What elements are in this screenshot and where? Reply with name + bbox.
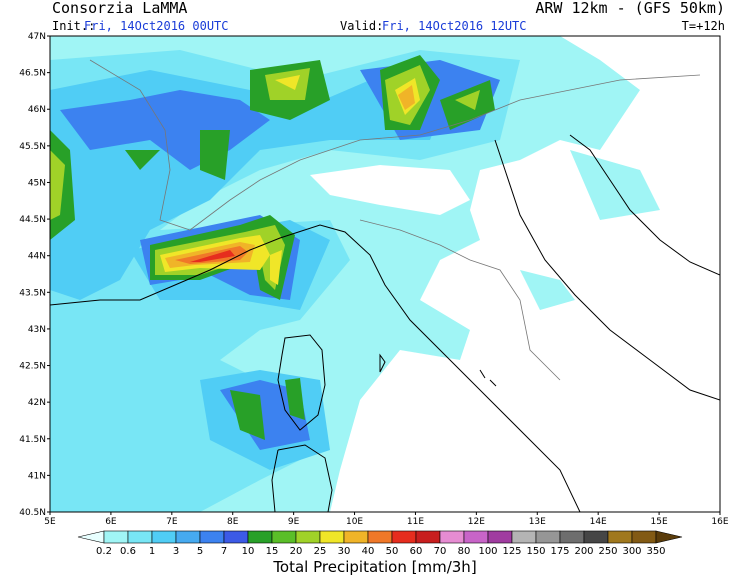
lat-label: 46N [28, 105, 46, 115]
latitude-labels: 47N 46.5N 46N 45.5N 45N 44.5N 44N 43.5N 43N 42.5N… [19, 32, 50, 518]
map [50, 36, 720, 512]
lon-label: 7E [166, 517, 178, 527]
colorbar-label: 15 [266, 546, 279, 557]
colorbar-box [631, 530, 657, 544]
title: Consorzia LaMMA [52, 0, 187, 17]
lat-label: 40.5N [19, 508, 46, 518]
colorbar-box [367, 530, 393, 544]
colorbar-box [295, 530, 321, 544]
colorbar-label: 0.6 [120, 546, 136, 557]
colorbar-box [583, 530, 609, 544]
colorbar-box [103, 530, 129, 544]
colorbar-arrow-high [655, 530, 683, 544]
lat-label: 45N [28, 178, 46, 188]
colorbar-label: 10 [242, 546, 255, 557]
colorbar-label: 175 [550, 546, 569, 557]
colorbar-box [487, 530, 513, 544]
header: Consorzia LaMMA ARW 12km - (GFS 50km) In… [52, 0, 725, 33]
colorbar-label: 20 [290, 546, 303, 557]
lat-label: 42N [28, 398, 46, 408]
colorbar-arrow-low [77, 530, 105, 544]
lat-label: 41N [28, 471, 46, 481]
lat-label: 43.5N [19, 288, 46, 298]
colorbar-box [175, 530, 201, 544]
colorbar-label: 150 [526, 546, 545, 557]
map-frame [49, 35, 721, 513]
colorbar-box [151, 530, 177, 544]
model: ARW 12km - (GFS 50km) [535, 0, 725, 17]
colorbar-label: 300 [622, 546, 641, 557]
colorbar-box [319, 530, 345, 544]
lat-label: 44N [28, 252, 46, 262]
lon-label: 14E [590, 517, 607, 527]
lon-label: 12E [468, 517, 485, 527]
colorbar-label: 200 [574, 546, 593, 557]
lat-label: 43N [28, 325, 46, 335]
lat-label: 44.5N [19, 215, 46, 225]
colorbar-box [535, 530, 561, 544]
colorbar-box [271, 530, 297, 544]
lon-label: 9E [288, 517, 300, 527]
colorbar-box [343, 530, 369, 544]
colorbar-box [223, 530, 249, 544]
colorbar-label: 350 [646, 546, 665, 557]
colorbar-label: 1 [149, 546, 155, 557]
colorbar-title: Total Precipitation [mm/3h] [272, 558, 476, 576]
colorbar-label: 30 [338, 546, 351, 557]
colorbar-box [439, 530, 465, 544]
lon-label: 11E [407, 517, 424, 527]
colorbar-label: 3 [173, 546, 179, 557]
lon-label: 15E [651, 517, 668, 527]
colorbar-label: 70 [434, 546, 447, 557]
lat-label: 46.5N [19, 69, 46, 79]
lat-label: 47N [28, 32, 46, 42]
colorbar-box [415, 530, 441, 544]
colorbar-box [463, 530, 489, 544]
colorbar-label: 7 [221, 546, 227, 557]
colorbar-label: 60 [410, 546, 423, 557]
colorbar-label: 0.2 [96, 546, 112, 557]
colorbar-label: 5 [197, 546, 203, 557]
colorbar-box [199, 530, 225, 544]
lon-label: 6E [105, 517, 117, 527]
init-value: Fri, 14Oct2016 00UTC [84, 19, 229, 33]
valid-value: Fri, 14Oct2016 12UTC [382, 19, 527, 33]
valid-label: Valid: [340, 19, 383, 33]
longitude-labels: 5E 6E 7E 8E 9E 10E 11E 12E 13E 14E 15E 16E [44, 512, 729, 527]
colorbar-box [247, 530, 273, 544]
lon-label: 16E [711, 517, 728, 527]
colorbar-box [559, 530, 585, 544]
colorbar-label: 100 [478, 546, 497, 557]
lat-label: 41.5N [19, 435, 46, 445]
colorbar-box [511, 530, 537, 544]
lead-time: T=+12h [682, 19, 725, 33]
lon-label: 5E [44, 517, 56, 527]
colorbar-label: 25 [314, 546, 327, 557]
colorbar-label: 250 [598, 546, 617, 557]
lon-label: 10E [346, 517, 363, 527]
lat-label: 45.5N [19, 142, 46, 152]
colorbar-label: 50 [386, 546, 399, 557]
lon-label: 13E [529, 517, 546, 527]
colorbar-box [127, 530, 153, 544]
colorbar-box [607, 530, 633, 544]
colorbar-box [391, 530, 417, 544]
lat-label: 42.5N [19, 362, 46, 372]
lon-label: 8E [227, 517, 239, 527]
init-label: Init.: [52, 19, 95, 33]
colorbar-label: 80 [458, 546, 471, 557]
colorbar-label: 125 [502, 546, 521, 557]
colorbar-label: 40 [362, 546, 375, 557]
colorbar: 0.2 0.6 1 3 5 7 10 15 20 25 30 40 50 60 70 80 100 125 150 1… [77, 530, 683, 557]
